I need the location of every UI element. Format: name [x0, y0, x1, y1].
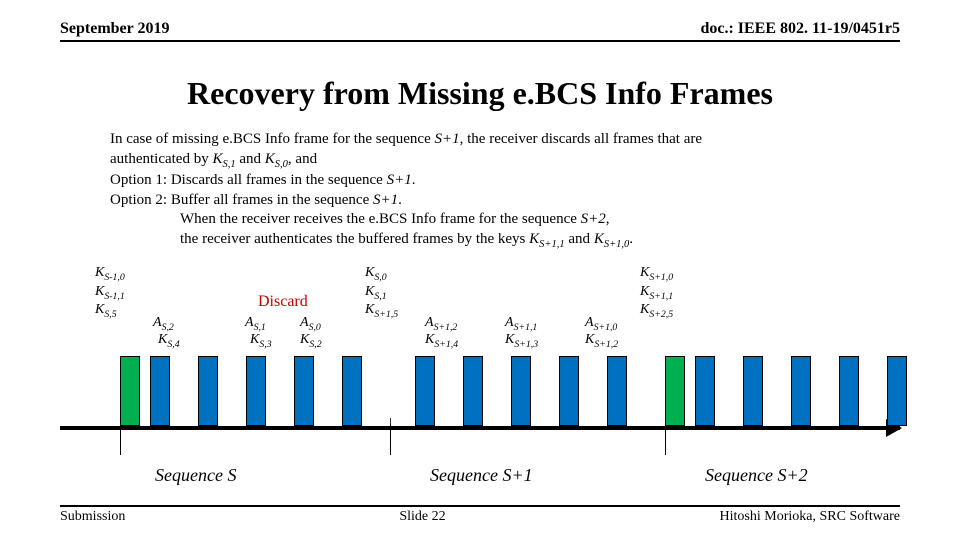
data-frame-bar — [743, 356, 763, 426]
label-as11: AS+1,1 — [505, 315, 537, 333]
header: September 2019 doc.: IEEE 802. 11-19/045… — [60, 20, 900, 42]
data-frame-bar — [246, 356, 266, 426]
label-ks3: KS,3 — [250, 332, 272, 350]
header-date: September 2019 — [60, 20, 169, 38]
data-frame-bar — [695, 356, 715, 426]
label-as1: AS,1 — [245, 315, 266, 333]
seq-s2: Sequence S+2 — [705, 465, 808, 486]
keys-right: KS+1,0KS+1,1KS+2,5 — [640, 265, 673, 321]
label-as10: AS+1,0 — [585, 315, 617, 333]
label-ks12: KS+1,2 — [585, 332, 618, 350]
info-frame-bar — [120, 356, 140, 426]
discard-label: Discard — [258, 293, 308, 311]
label-as2: AS,2 — [153, 315, 174, 333]
label-as12: AS+1,2 — [425, 315, 457, 333]
label-ks13: KS+1,3 — [505, 332, 538, 350]
label-ks4: KS,4 — [158, 332, 180, 350]
sequence-tick — [120, 425, 121, 455]
data-frame-bar — [342, 356, 362, 426]
data-frame-bar — [150, 356, 170, 426]
footer-left: Submission — [60, 509, 125, 525]
data-frame-bar — [839, 356, 859, 426]
header-doc: doc.: IEEE 802. 11-19/0451r5 — [700, 20, 900, 38]
data-frame-bar — [559, 356, 579, 426]
label-ks14: KS+1,4 — [425, 332, 458, 350]
label-as0: AS,0 — [300, 315, 321, 333]
data-frame-bar — [198, 356, 218, 426]
page-title: Recovery from Missing e.BCS Info Frames — [0, 75, 960, 112]
info-frame-bar — [665, 356, 685, 426]
seq-s1: Sequence S+1 — [430, 465, 533, 486]
data-frame-bar — [415, 356, 435, 426]
label-ks2: KS,2 — [300, 332, 322, 350]
data-frame-bar — [511, 356, 531, 426]
data-frame-bar — [607, 356, 627, 426]
footer-right: Hitoshi Morioka, SRC Software — [720, 509, 900, 525]
keys-mid: KS,0KS,1KS+1,5 — [365, 265, 398, 321]
footer-center: Slide 22 — [399, 509, 445, 525]
footer: Submission Slide 22 Hitoshi Morioka, SRC… — [60, 505, 900, 525]
sequence-tick — [390, 425, 391, 455]
data-frame-bar — [791, 356, 811, 426]
data-frame-bar — [294, 356, 314, 426]
data-frame-bar — [463, 356, 483, 426]
timeline — [60, 426, 900, 430]
seq-s: Sequence S — [155, 465, 236, 486]
data-frame-bar — [887, 356, 907, 426]
chart-area — [60, 350, 900, 440]
body-text: In case of missing e.BCS Info frame for … — [110, 130, 900, 251]
keys-left: KS-1,0KS-1,1KS,5 — [95, 265, 125, 321]
sequence-tick — [665, 425, 666, 455]
